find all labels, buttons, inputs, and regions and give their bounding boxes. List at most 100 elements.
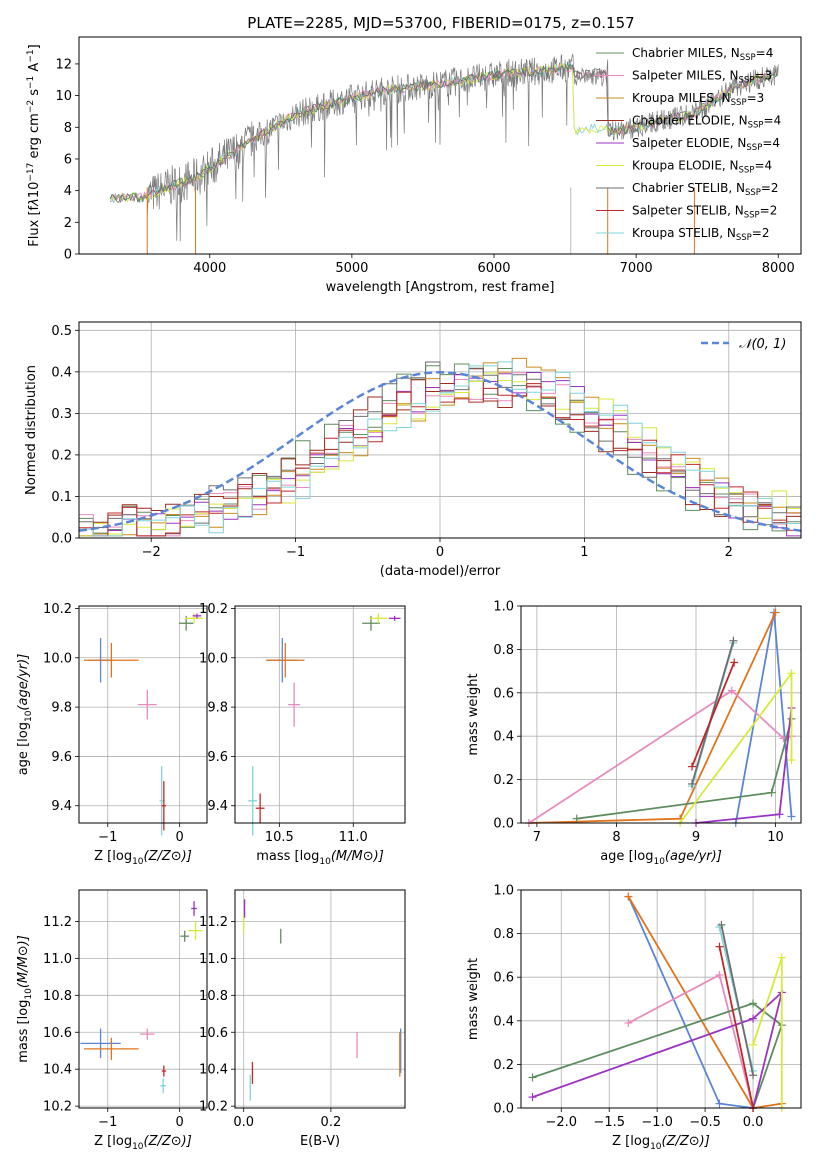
x-tick-label: 6000 bbox=[477, 261, 510, 276]
y-tick-label: 0.1 bbox=[51, 490, 72, 505]
x-tick-label: 5000 bbox=[335, 261, 368, 276]
legend-base: Kroupa ELODIE, N bbox=[632, 159, 739, 173]
legend-base: Kroupa MILES, N bbox=[632, 91, 731, 105]
legend-entry: Chabrier MILES, NSSP=4 bbox=[632, 46, 773, 63]
legend-n: =4 bbox=[764, 114, 782, 128]
y-tick-label: 0.8 bbox=[493, 643, 514, 658]
y-label-part: −17 bbox=[26, 163, 36, 182]
mass-weight-series-line bbox=[720, 924, 754, 1076]
x-tick-label: −1 bbox=[286, 545, 305, 560]
y-tick-label: 11.2 bbox=[199, 915, 228, 930]
x-tick-label: −1 bbox=[98, 1115, 117, 1130]
x-tick-label: 7 bbox=[533, 830, 541, 845]
legend-n: =3 bbox=[754, 69, 772, 83]
x-tick-label: 9 bbox=[692, 830, 700, 845]
y-tick-label: 9.8 bbox=[51, 701, 72, 716]
legend-n: =4 bbox=[762, 136, 780, 150]
label-sub: 10 bbox=[653, 857, 665, 867]
label-sub: 10 bbox=[132, 1142, 144, 1152]
spectrum-frame bbox=[78, 36, 802, 255]
legend-n: =2 bbox=[761, 181, 779, 195]
histogram-series-line bbox=[79, 361, 801, 537]
mass-weight-vs-age-x-axis-label: age [log10(age/yr)] bbox=[600, 849, 722, 867]
y-tick-label: 2 bbox=[64, 216, 72, 231]
label-sub: 10 bbox=[132, 857, 144, 867]
label-part: (Z/Z⊙)] bbox=[144, 1134, 192, 1149]
y-tick-label: 0.2 bbox=[51, 448, 72, 463]
legend-sub: SSP bbox=[745, 188, 761, 198]
panels: 4000 5000 6000 7000 8000024681012wavelength … bbox=[16, 36, 802, 1152]
residuals-x-axis-label: (data-model)/error bbox=[380, 564, 501, 579]
spectrum-model-line bbox=[109, 63, 778, 204]
y-tick-label: 11.0 bbox=[43, 952, 72, 967]
label-sub: 10 bbox=[319, 857, 331, 867]
y-tick-label: 11.2 bbox=[43, 915, 72, 930]
mass-weight-series-line bbox=[734, 612, 793, 824]
legend-n: =3 bbox=[747, 91, 765, 105]
legend-n: =2 bbox=[760, 204, 778, 218]
label-part: mass [log bbox=[256, 849, 319, 864]
legend-sub: SSP bbox=[748, 121, 764, 131]
mass-weight-vs-age-y-axis-label: mass weight bbox=[466, 673, 481, 755]
legend-base: Chabrier MILES, N bbox=[632, 46, 740, 60]
residuals-y-axis-label: Normed distribution bbox=[24, 365, 39, 495]
x-tick-label: −1 bbox=[98, 830, 117, 845]
y-tick-label: 10.4 bbox=[43, 1063, 72, 1078]
mass-weight-series-line bbox=[691, 640, 735, 785]
label-part: age [log bbox=[600, 849, 653, 864]
y-tick-label: 10.0 bbox=[199, 651, 228, 666]
legend-sub: SSP bbox=[739, 166, 755, 176]
mass-weight-vs-z-axes: −2.0 −1.5 −1.0 −0.5 0.0 0.0 0.2 0.4 0.6 0.8 1.0 bbox=[493, 884, 801, 1130]
legend-base: Salpeter STELIB, N bbox=[632, 204, 744, 218]
x-tick-label: −2.0 bbox=[545, 1115, 577, 1130]
x-tick-label: 10.5 bbox=[265, 830, 294, 845]
y-tick-label: 0.2 bbox=[493, 773, 514, 788]
mass-weight-series-line bbox=[691, 662, 736, 767]
age-vs-z-y-axis-label: age [log10(age/yr)] bbox=[16, 654, 34, 776]
legend-entry: Salpeter MILES, NSSP=3 bbox=[632, 69, 772, 86]
y-tick-label: 0.3 bbox=[51, 407, 72, 422]
x-tick-label: 8000 bbox=[762, 261, 795, 276]
y-tick-label: 0.6 bbox=[493, 686, 514, 701]
y-tick-label: 0.4 bbox=[493, 1014, 514, 1029]
y-tick-label: 0.0 bbox=[51, 532, 72, 547]
legend-n: =2 bbox=[752, 226, 770, 240]
age-vs-z-axes: −1 0 9.4 9.6 9.8 10.0 10.2 bbox=[43, 602, 207, 845]
mass-vs-z-axes: −1 0 10.2 10.4 10.6 10.8 11.0 11.2 bbox=[43, 890, 207, 1130]
y-tick-label: 10.6 bbox=[43, 1026, 72, 1041]
y-tick-label: 12 bbox=[55, 57, 72, 72]
mass-weight-series-line bbox=[528, 612, 777, 824]
y-tick-label: 0.8 bbox=[493, 927, 514, 942]
mass-weight-vs-z-x-axis-label: Z [log10(Z/Z⊙)] bbox=[612, 1134, 710, 1152]
age-vs-z-frame bbox=[78, 605, 208, 824]
legend-entry: 𝒩(0, 1) bbox=[739, 337, 786, 352]
label-part: Z [log bbox=[94, 1134, 132, 1149]
x-tick-label: 11.0 bbox=[339, 830, 368, 845]
legend-entry: Kroupa MILES, NSSP=3 bbox=[632, 91, 764, 108]
legend-entry: Chabrier STELIB, NSSP=2 bbox=[632, 181, 779, 198]
x-tick-label: 0 bbox=[436, 545, 444, 560]
mass-weight-series-line bbox=[532, 1002, 783, 1109]
legend-sub: SSP bbox=[744, 211, 760, 221]
age-vs-mass-axes: 10.5 11.0 9.4 9.6 9.8 10.0 10.2 bbox=[199, 602, 405, 845]
label-part: Z [log bbox=[94, 849, 132, 864]
y-tick-label: 8 bbox=[64, 121, 72, 136]
label-part: (Z/Z⊙)] bbox=[144, 849, 192, 864]
spectrum-y-axis-label: Flux [fλ10−17 erg cm−2 s−1 A−1] bbox=[26, 44, 42, 246]
x-tick-label: 4000 bbox=[193, 261, 226, 276]
y-tick-label: 0.2 bbox=[493, 1058, 514, 1073]
legend-sub: SSP bbox=[740, 53, 756, 63]
mass-weight-vs-z-y-axis-label: mass weight bbox=[466, 958, 481, 1040]
mass-weight-series-line bbox=[532, 989, 784, 1109]
y-label-part: s bbox=[27, 89, 42, 100]
x-tick-label: 0 bbox=[176, 1115, 184, 1130]
legend-n: =4 bbox=[754, 159, 772, 173]
spectrum-observed-line bbox=[146, 53, 779, 242]
y-label-part: −1 bbox=[26, 49, 36, 62]
y-tick-label: 0.6 bbox=[493, 971, 514, 986]
y-tick-label: 0.4 bbox=[493, 730, 514, 745]
label-part: (age/yr)] bbox=[665, 849, 722, 864]
histogram-series-line bbox=[79, 361, 801, 537]
legend-sub: SSP bbox=[746, 143, 762, 153]
y-tick-label: 10.2 bbox=[43, 1100, 72, 1115]
